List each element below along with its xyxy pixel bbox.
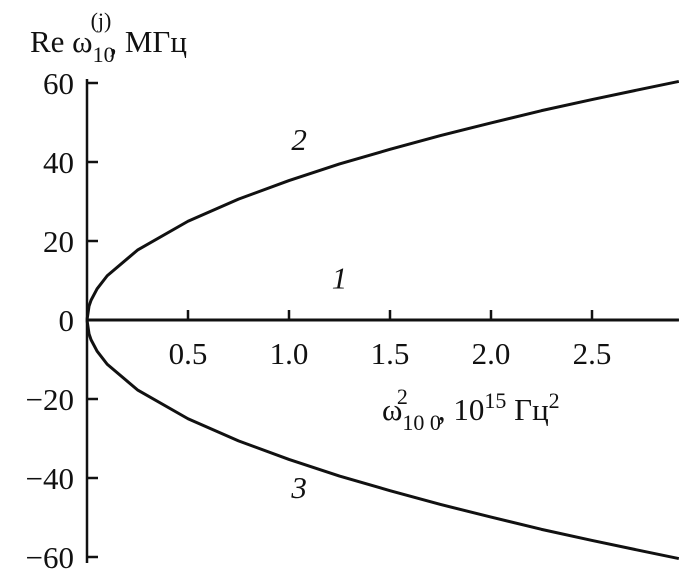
- series-2-label: 2: [291, 122, 307, 157]
- y-tick-label: −60: [26, 540, 74, 575]
- series-1-label: 1: [332, 260, 348, 295]
- y-tick-label: 20: [43, 224, 74, 259]
- y-tick-label: 40: [43, 145, 74, 180]
- series-2-line: [85, 79, 679, 321]
- x-axis-label: ω10 02, 1015 Гц2: [382, 384, 560, 435]
- series-3-line: [85, 319, 679, 561]
- y-axis-label: Re ω10(j), МГц: [30, 8, 187, 67]
- y-tick-label: −20: [26, 382, 74, 417]
- y-tick-label: 60: [43, 66, 74, 101]
- x-tick-label: 1.0: [270, 336, 309, 371]
- y-tick-label: −40: [26, 461, 74, 496]
- x-tick-label: 1.5: [371, 336, 410, 371]
- x-tick-label: 2.0: [472, 336, 511, 371]
- series-3-label: 3: [290, 470, 307, 505]
- x-tick-label: 2.5: [573, 336, 612, 371]
- x-tick-label: 0.5: [169, 336, 208, 371]
- y-tick-label: 0: [59, 303, 75, 338]
